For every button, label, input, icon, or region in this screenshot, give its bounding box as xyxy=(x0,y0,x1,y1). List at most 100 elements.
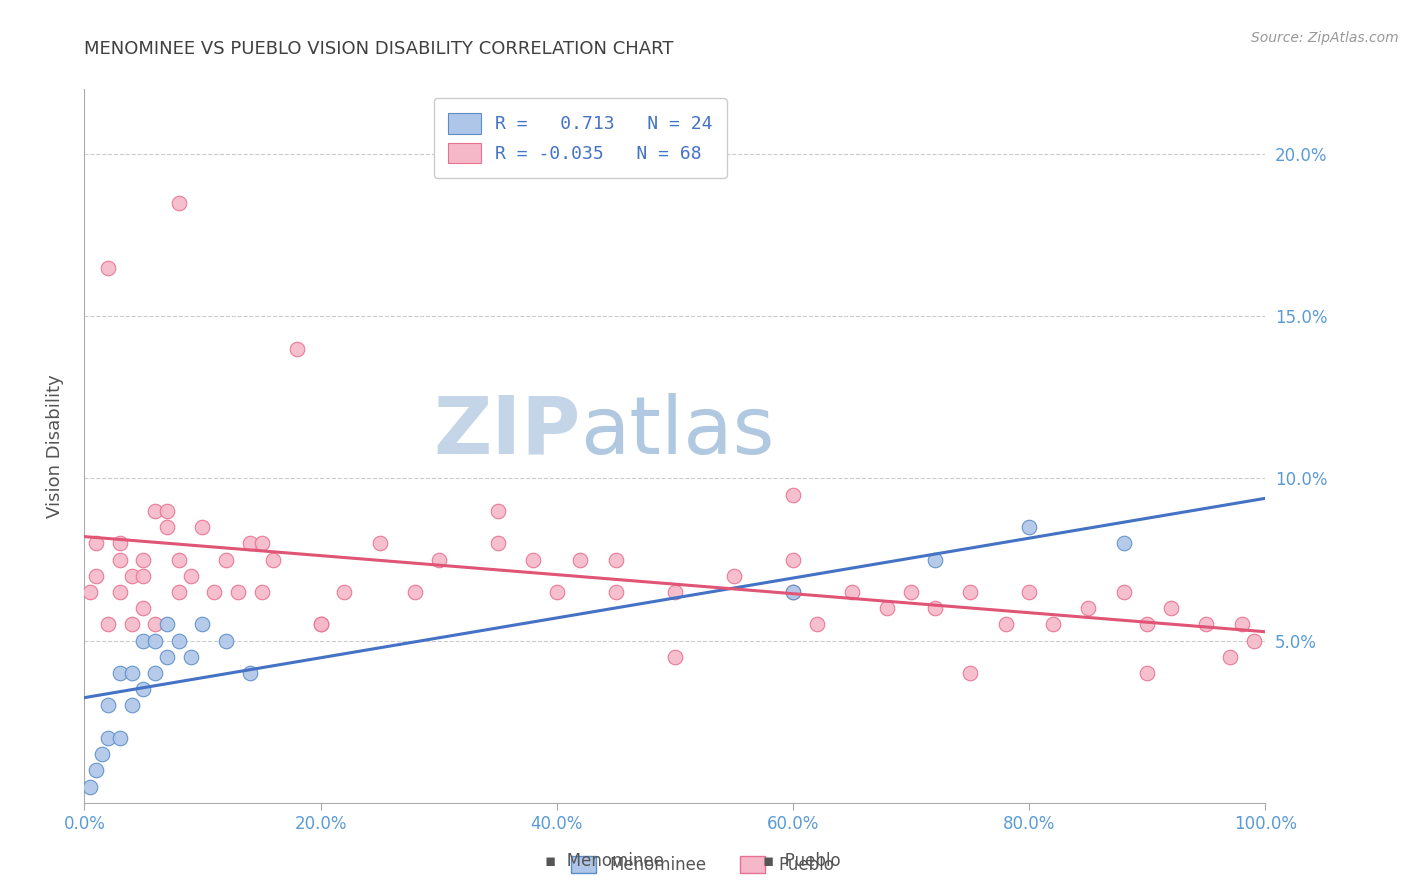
Point xyxy=(108,585,131,599)
Point xyxy=(1042,617,1064,632)
Point xyxy=(180,568,202,582)
Point xyxy=(239,666,262,681)
Point xyxy=(143,666,166,681)
Point xyxy=(121,666,143,681)
Point xyxy=(250,536,273,550)
Point xyxy=(191,617,214,632)
Point xyxy=(1230,617,1253,632)
Text: Source: ZipAtlas.com: Source: ZipAtlas.com xyxy=(1251,31,1399,45)
Point xyxy=(605,585,627,599)
Point xyxy=(333,585,356,599)
Legend: R =   0.713   N = 24, R = -0.035   N = 68: R = 0.713 N = 24, R = -0.035 N = 68 xyxy=(433,98,727,178)
Point xyxy=(121,568,143,582)
Point xyxy=(262,552,284,566)
Point xyxy=(167,585,190,599)
Point xyxy=(522,552,544,566)
Point xyxy=(167,552,190,566)
Point xyxy=(97,260,120,275)
Point xyxy=(1195,617,1218,632)
Point xyxy=(806,617,828,632)
Point xyxy=(959,666,981,681)
Point xyxy=(180,649,202,664)
Point xyxy=(226,585,249,599)
Text: ▪  Pueblo: ▪ Pueblo xyxy=(762,852,841,870)
Point xyxy=(1112,585,1135,599)
Point xyxy=(1160,601,1182,615)
Point xyxy=(1136,617,1159,632)
Point xyxy=(486,504,509,518)
Point xyxy=(876,601,898,615)
Point xyxy=(191,520,214,534)
Point xyxy=(664,649,686,664)
Point xyxy=(782,585,804,599)
Point xyxy=(132,552,155,566)
Point xyxy=(404,585,426,599)
Point xyxy=(1219,649,1241,664)
Point xyxy=(167,633,190,648)
Point xyxy=(309,617,332,632)
Point xyxy=(132,633,155,648)
Point xyxy=(309,617,332,632)
Point xyxy=(84,536,107,550)
Point xyxy=(1136,666,1159,681)
Legend: Menominee, Pueblo: Menominee, Pueblo xyxy=(565,849,841,881)
Point xyxy=(132,682,155,697)
Point xyxy=(605,552,627,566)
Text: ZIP: ZIP xyxy=(433,392,581,471)
Point xyxy=(215,552,238,566)
Point xyxy=(143,633,166,648)
Point xyxy=(156,617,179,632)
Point xyxy=(782,488,804,502)
Point xyxy=(108,536,131,550)
Point xyxy=(924,552,946,566)
Point xyxy=(782,552,804,566)
Point xyxy=(569,552,592,566)
Point xyxy=(994,617,1017,632)
Text: MENOMINEE VS PUEBLO VISION DISABILITY CORRELATION CHART: MENOMINEE VS PUEBLO VISION DISABILITY CO… xyxy=(84,40,673,58)
Point xyxy=(1018,520,1040,534)
Point xyxy=(285,342,308,356)
Point xyxy=(108,666,131,681)
Point xyxy=(486,536,509,550)
Point xyxy=(215,633,238,648)
Point xyxy=(79,585,101,599)
Point xyxy=(1112,536,1135,550)
Point xyxy=(546,585,568,599)
Point xyxy=(782,585,804,599)
Point xyxy=(108,552,131,566)
Point xyxy=(91,747,114,761)
Point xyxy=(900,585,922,599)
Point xyxy=(132,568,155,582)
Point xyxy=(156,649,179,664)
Point xyxy=(202,585,225,599)
Text: ▪  Menominee: ▪ Menominee xyxy=(546,852,664,870)
Point xyxy=(1018,585,1040,599)
Point xyxy=(924,601,946,615)
Point xyxy=(84,568,107,582)
Point xyxy=(84,764,107,778)
Point xyxy=(121,698,143,713)
Point xyxy=(368,536,391,550)
Text: atlas: atlas xyxy=(581,392,775,471)
Point xyxy=(108,731,131,745)
Point xyxy=(427,552,450,566)
Point xyxy=(664,585,686,599)
Point xyxy=(121,617,143,632)
Point xyxy=(156,520,179,534)
Point xyxy=(250,585,273,599)
Point xyxy=(132,601,155,615)
Point xyxy=(1243,633,1265,648)
Point xyxy=(1077,601,1099,615)
Point xyxy=(143,504,166,518)
Point xyxy=(841,585,863,599)
Point xyxy=(723,568,745,582)
Point xyxy=(143,617,166,632)
Point xyxy=(959,585,981,599)
Point xyxy=(79,780,101,794)
Point xyxy=(239,536,262,550)
Point xyxy=(97,731,120,745)
Point xyxy=(97,617,120,632)
Point xyxy=(167,195,190,210)
Point xyxy=(156,504,179,518)
Point xyxy=(97,698,120,713)
